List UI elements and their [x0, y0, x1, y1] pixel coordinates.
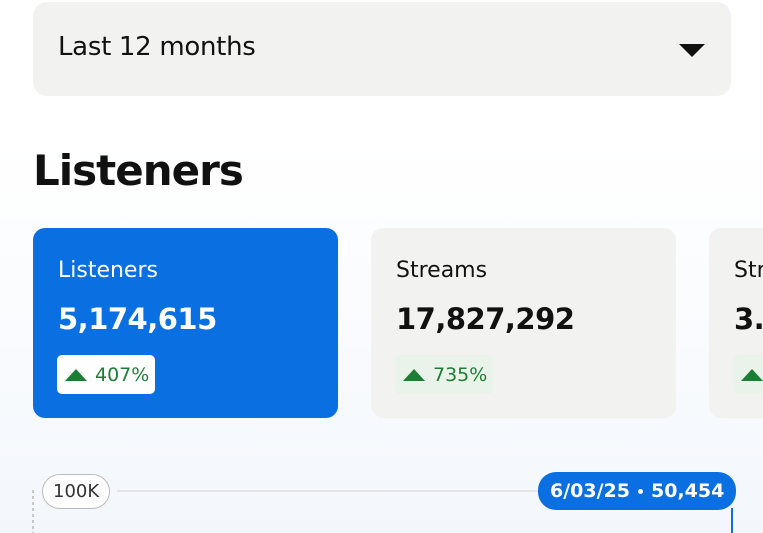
axis-label: 100K [42, 474, 111, 509]
card-label: Listeners [58, 258, 158, 283]
tooltip-date: 6/03/25 [550, 480, 630, 502]
card-label: Str [734, 258, 763, 283]
change-text: 407% [95, 363, 150, 386]
card-value: 17,827,292 [396, 302, 575, 336]
up-arrow [741, 368, 763, 381]
up-arrow [65, 368, 87, 381]
card-value: 3.4 [734, 302, 763, 336]
tooltip: 6/03/25 50,454 [538, 472, 737, 510]
change-badge [733, 355, 763, 394]
card-label: Streams [396, 258, 488, 283]
period-dropdown[interactable]: Last 12 months [33, 2, 731, 96]
dropdown-label: Last 12 months [58, 32, 256, 62]
tooltip-value: 50,454 [650, 480, 725, 502]
metric-card[interactable]: Streams 17,827,292 735% [371, 228, 676, 418]
metric-card[interactable]: Listeners 5,174,615 407% [33, 228, 338, 418]
separator-dot [637, 488, 643, 494]
section-title: Listeners [33, 146, 244, 195]
dropdown-arrow [679, 44, 705, 57]
change-badge: 407% [57, 355, 156, 394]
change-badge: 735% [395, 355, 494, 394]
chart-lines [32, 490, 733, 533]
metric-card[interactable]: Str 3.4 [709, 228, 763, 418]
card-value: 5,174,615 [58, 302, 217, 336]
up-arrow [403, 368, 425, 381]
change-text: 735% [433, 363, 488, 386]
